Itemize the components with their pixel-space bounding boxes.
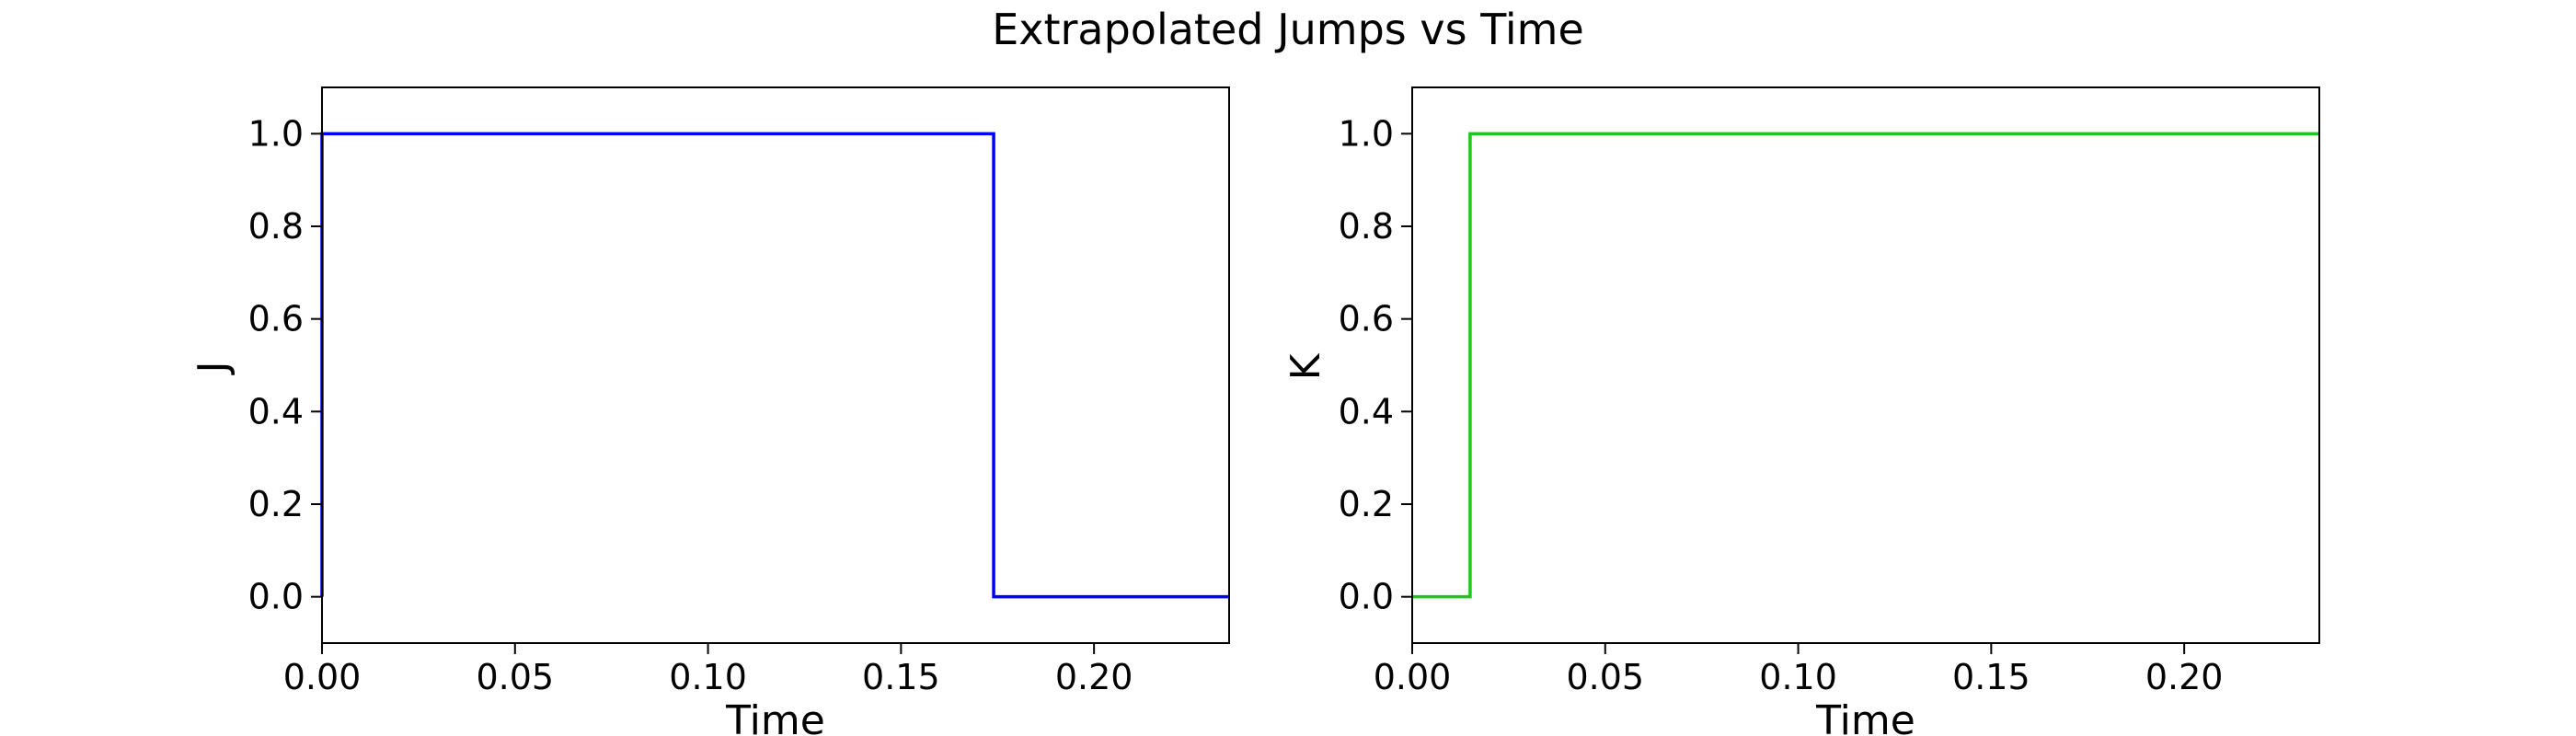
chart-k-ytick-label: 0.2 — [1339, 484, 1394, 524]
figure-title: Extrapolated Jumps vs Time — [992, 5, 1584, 54]
chart-j-ytick-label: 0.4 — [248, 391, 304, 431]
chart-k-xtick-label: 0.05 — [1566, 657, 1644, 697]
chart-j-ytick-label: 0.0 — [248, 577, 304, 617]
chart-j-ylabel: J — [190, 362, 236, 376]
chart-j-series-line — [320, 132, 1229, 599]
chart-j-ytick-label: 1.0 — [248, 113, 304, 154]
chart-j-xtick-label: 0.05 — [476, 657, 554, 697]
chart-k-ytick-label: 0.4 — [1339, 391, 1394, 431]
chart-k-xtick-label: 0.20 — [2145, 657, 2224, 697]
chart-k-ytick-label: 1.0 — [1339, 113, 1394, 154]
chart-k-ytick-label: 0.0 — [1339, 577, 1394, 617]
chart-k-ytick-label: 0.6 — [1339, 299, 1394, 339]
chart-j-ytick-label: 0.8 — [248, 206, 304, 247]
chart-j-ytick-label: 0.6 — [248, 299, 304, 339]
chart-k-xtick-label: 0.10 — [1759, 657, 1837, 697]
chart-k-xlabel: Time — [1815, 697, 1915, 736]
chart-k: K Time 0.00 0.05 0.10 0.15 0.20 0.0 0.2 0.4 0.6 0… — [1282, 86, 2320, 736]
chart-k-xtick-label: 0.15 — [1952, 657, 2030, 697]
chart-j-xlabel: Time — [725, 697, 825, 736]
chart-j: J Time 0.00 0.05 0.10 0.15 0.20 0.0 0.2 0.4 0.6 0… — [190, 86, 1230, 736]
chart-j-xtick-label: 0.15 — [862, 657, 940, 697]
chart-k-ylabel: K — [1282, 352, 1329, 380]
chart-j-xtick-label: 0.10 — [669, 657, 747, 697]
chart-k-xtick-label: 0.00 — [1374, 657, 1452, 697]
chart-k-axes-frame — [1411, 86, 2320, 644]
chart-k-series-line — [1412, 132, 2319, 599]
chart-j-xtick-label: 0.20 — [1055, 657, 1133, 697]
chart-j-xtick-label: 0.00 — [283, 657, 362, 697]
chart-j-axes-frame — [321, 86, 1230, 644]
chart-k-ytick-label: 0.8 — [1339, 206, 1394, 247]
chart-j-ytick-label: 0.2 — [248, 484, 304, 524]
